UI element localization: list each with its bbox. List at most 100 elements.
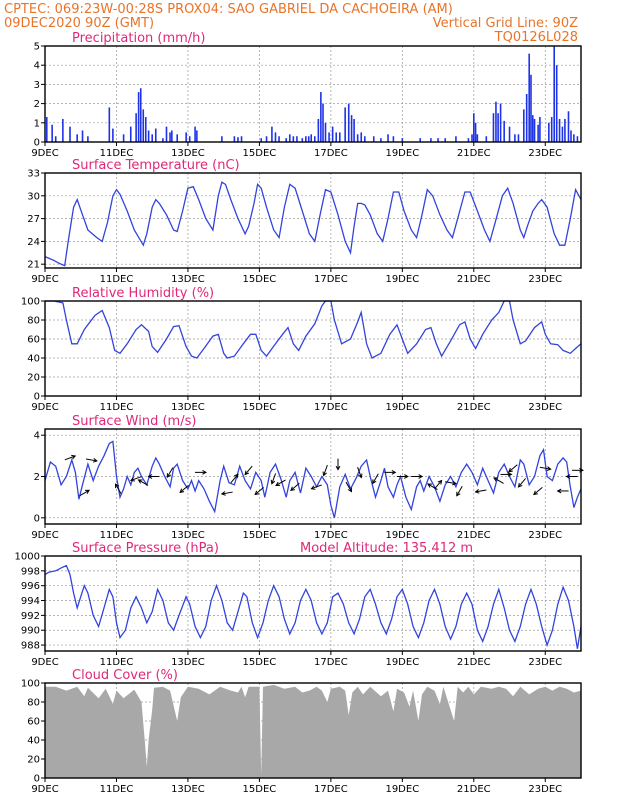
wind-vector-shaft xyxy=(493,477,504,484)
precip-bar xyxy=(528,53,530,142)
wind-vector-head xyxy=(202,470,207,475)
precip-bar xyxy=(555,65,558,142)
precip-bar xyxy=(278,136,280,142)
precip-bar xyxy=(233,136,236,142)
temp-xtick-label: 15DEC xyxy=(243,274,277,285)
pres-xtick-label: 15DEC xyxy=(243,657,277,668)
precip-bar xyxy=(576,136,579,142)
precip-xtick-label: 17DEC xyxy=(314,148,348,159)
wind-xtick-label: 17DEC xyxy=(314,530,348,541)
precip-bar xyxy=(353,118,355,142)
wind-vector-shaft xyxy=(475,489,487,493)
temp-xtick-label: 11DEC xyxy=(100,274,134,285)
precip-bar xyxy=(514,134,516,142)
wind-vector-shaft xyxy=(290,482,300,491)
wind-vector-shaft xyxy=(166,467,174,478)
precip-bar xyxy=(331,126,334,142)
rh-xtick-label: 11DEC xyxy=(100,402,134,413)
precip-bar xyxy=(537,124,539,142)
wind-vector xyxy=(533,487,543,496)
precip-bar xyxy=(347,103,350,142)
wind-vector xyxy=(456,485,463,497)
precip-bar xyxy=(151,134,153,142)
precip-bar xyxy=(317,118,320,142)
precip-bar xyxy=(387,134,389,142)
precip-bar xyxy=(473,113,475,142)
precip-xtick-label: 9DEC xyxy=(31,148,58,159)
precip-bar xyxy=(561,126,564,142)
wind-vector xyxy=(500,472,513,477)
wind-vector-head xyxy=(556,488,562,494)
precip-bar xyxy=(508,126,511,142)
temp-ytick-label: 27 xyxy=(27,214,40,225)
cloud-xtick-label: 23DEC xyxy=(528,784,562,795)
precip-ytick-label: 2 xyxy=(34,99,40,110)
precip-bar xyxy=(344,107,346,142)
pres-ytick-label: 998 xyxy=(21,566,40,577)
pres-ytick-label: 988 xyxy=(21,641,40,652)
precip-bar xyxy=(307,136,310,142)
precip-bar xyxy=(474,122,477,142)
wind-vector-head xyxy=(533,490,538,496)
wind-xtick-label: 11DEC xyxy=(100,530,134,541)
precip-bar xyxy=(550,117,553,142)
wind-vector-shaft xyxy=(221,491,233,495)
precip-bar xyxy=(51,124,53,142)
wind-xtick-label: 15DEC xyxy=(243,530,277,541)
pres-title: Surface Pressure (hPa) xyxy=(72,541,219,556)
pres-frame xyxy=(44,555,582,652)
precip-bar xyxy=(76,134,78,142)
wind-vector-head xyxy=(270,479,276,485)
wind-vector-shaft xyxy=(345,481,352,492)
precip-bar xyxy=(144,117,147,142)
pres-xtick-label: 21DEC xyxy=(457,657,491,668)
pres-xtick-label: 9DEC xyxy=(31,657,58,668)
wind-vector xyxy=(166,467,174,479)
precip-bar xyxy=(162,138,164,142)
wind-xtick-label: 21DEC xyxy=(457,530,491,541)
wind-vector xyxy=(372,473,379,485)
wind-ytick-label: 2 xyxy=(34,472,40,483)
precip-bar xyxy=(539,117,541,142)
wind-vector xyxy=(270,473,277,485)
temp-ytick-label: 21 xyxy=(27,260,40,271)
temp-title: Surface Temperature (nC) xyxy=(72,158,240,173)
precip-bar xyxy=(108,107,111,142)
cloud-panel: 0 20 40 60 80 100 9DEC 11DEC 13DEC 15DEC 17DEC 19DE… xyxy=(21,668,582,795)
pres-xtick-label: 13DEC xyxy=(171,657,205,668)
precip-bar xyxy=(185,132,187,142)
pres-annotation: Model Altitude: 135.412 m xyxy=(300,541,473,556)
precip-bar xyxy=(573,134,575,142)
wind-vector xyxy=(384,470,397,475)
precip-ytick-label: 3 xyxy=(34,80,40,91)
wind-vector-head xyxy=(147,474,153,479)
cloud-frame xyxy=(44,682,582,779)
wind-vector xyxy=(508,464,518,473)
wind-vector xyxy=(147,474,160,479)
precip-bar xyxy=(324,122,327,142)
wind-vector-shaft xyxy=(445,481,457,485)
wind-vector-head xyxy=(507,472,513,477)
rh-ytick-label: 0 xyxy=(34,392,40,403)
precip-bar xyxy=(135,113,137,142)
precip-bar xyxy=(553,46,555,142)
precip-bar xyxy=(310,134,313,142)
precip-bar xyxy=(169,132,171,142)
wind-vector xyxy=(517,478,526,488)
precip-bar xyxy=(492,113,495,142)
wind-vector-shaft xyxy=(311,484,322,490)
precip-bar xyxy=(392,136,395,142)
precip-bar xyxy=(137,92,140,142)
rh-title: Relative Humidity (%) xyxy=(72,286,214,301)
wind-vector-shaft xyxy=(64,455,76,461)
cloud-xtick-label: 13DEC xyxy=(171,784,205,795)
wind-vector xyxy=(244,465,253,476)
precip-bar xyxy=(322,103,324,142)
wind-vector-head xyxy=(275,481,281,486)
wind-vector-head xyxy=(456,491,461,497)
precip-bar xyxy=(525,94,528,142)
precip-bar xyxy=(221,136,223,142)
precip-bar xyxy=(503,120,505,142)
wind-vector-head xyxy=(391,470,397,475)
precip-ytick-label: 5 xyxy=(34,42,40,53)
